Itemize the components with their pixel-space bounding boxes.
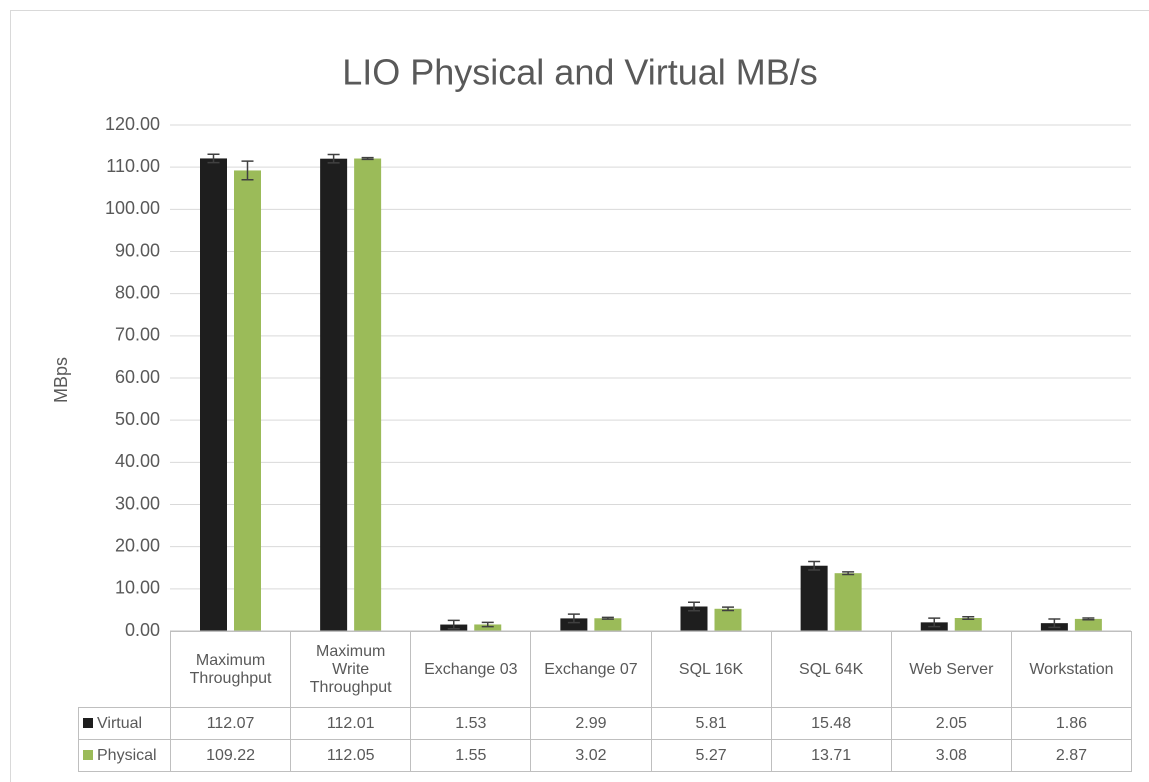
- y-tick-label: 50.00: [115, 409, 160, 429]
- category-label: SQL 16K: [650, 631, 772, 708]
- table-value: 2.99: [530, 707, 652, 740]
- y-tick-label: 20.00: [115, 535, 160, 555]
- table-value: 112.07: [169, 707, 292, 740]
- error-bar: [447, 619, 460, 630]
- table-value: 3.08: [890, 739, 1012, 772]
- error-bar: [207, 153, 220, 164]
- category-label: SQL 64K: [770, 631, 892, 708]
- bar: [954, 618, 982, 631]
- y-tick-label: 110.00: [106, 156, 160, 176]
- table-row: Physical 109.22 112.05 1.55 3.02 5.27 13.71 3.0…: [78, 739, 1133, 772]
- bar: [320, 158, 348, 631]
- error-bar: [928, 617, 941, 628]
- error-bar: [481, 621, 494, 628]
- table-value: 1.55: [410, 739, 532, 772]
- y-tick-label: 70.00: [115, 325, 160, 345]
- bar: [834, 573, 862, 631]
- y-tick-label: 100.00: [105, 198, 160, 218]
- legend-label: Virtual: [97, 714, 143, 732]
- table-value: 15.48: [770, 707, 892, 740]
- y-tick-label: 90.00: [115, 240, 160, 260]
- legend-entry: Virtual: [78, 707, 171, 740]
- legend-label: Physical: [97, 746, 157, 764]
- table-value: 112.05: [290, 739, 412, 772]
- table-value: 1.86: [1010, 707, 1133, 740]
- bar: [474, 624, 502, 631]
- table-value: 1.53: [410, 707, 532, 740]
- y-tick-label: 10.00: [115, 578, 160, 598]
- error-bar: [808, 560, 821, 571]
- table-value: 3.02: [530, 739, 652, 772]
- bar: [1074, 618, 1102, 631]
- y-axis-label: MBps: [51, 357, 71, 403]
- error-bar: [688, 601, 700, 612]
- category-label: Maximum Throughput: [169, 631, 292, 708]
- y-tick-label: 30.00: [115, 493, 160, 513]
- error-bar: [962, 615, 975, 621]
- table-value: 109.22: [169, 739, 292, 772]
- bar: [560, 618, 588, 631]
- error-bar: [327, 153, 340, 164]
- table-corner: [78, 631, 171, 708]
- category-label: Web Server: [890, 631, 1012, 708]
- error-bar: [567, 613, 580, 624]
- error-bar: [361, 156, 374, 161]
- table-row: Virtual 112.07 112.01 1.53 2.99 5.81 15.48 2.05…: [78, 707, 1133, 740]
- error-bar: [722, 606, 734, 612]
- bar: [594, 618, 622, 631]
- error-bar: [601, 616, 614, 620]
- bar: [714, 608, 742, 631]
- y-tick-label: 60.00: [115, 367, 160, 387]
- data-table: Maximum Throughput Maximum Write Throughp…: [78, 631, 1133, 772]
- bar: [800, 565, 828, 631]
- table-value: 2.87: [1010, 739, 1133, 772]
- legend-swatch: [83, 749, 93, 760]
- table-value: 5.81: [650, 707, 772, 740]
- category-label: Workstation: [1010, 631, 1133, 708]
- legend-swatch: [83, 717, 93, 728]
- bar: [234, 170, 261, 631]
- table-value: 5.27: [650, 739, 772, 772]
- bar: [354, 158, 382, 631]
- table-value: 2.05: [890, 707, 1012, 740]
- y-tick-label: 40.00: [115, 451, 160, 471]
- table-value: 112.01: [290, 707, 412, 740]
- category-label: Maximum Write Throughput: [290, 631, 412, 708]
- y-tick-label: 120.00: [105, 114, 160, 134]
- error-bar: [1048, 618, 1061, 629]
- bar: [200, 158, 227, 631]
- error-bar: [842, 571, 855, 576]
- y-tick-label: 80.00: [115, 282, 160, 302]
- category-label: Exchange 03: [410, 631, 532, 708]
- table-value: 13.71: [770, 739, 892, 772]
- chart-border: [10, 10, 1149, 782]
- category-label: Exchange 07: [530, 631, 652, 708]
- table-header-row: Maximum Throughput Maximum Write Throughp…: [78, 631, 1133, 708]
- chart-title: LIO Physical and Virtual MB/s: [342, 52, 818, 93]
- legend-entry: Physical: [78, 739, 171, 772]
- error-bar: [241, 160, 254, 181]
- error-bar: [1082, 617, 1095, 621]
